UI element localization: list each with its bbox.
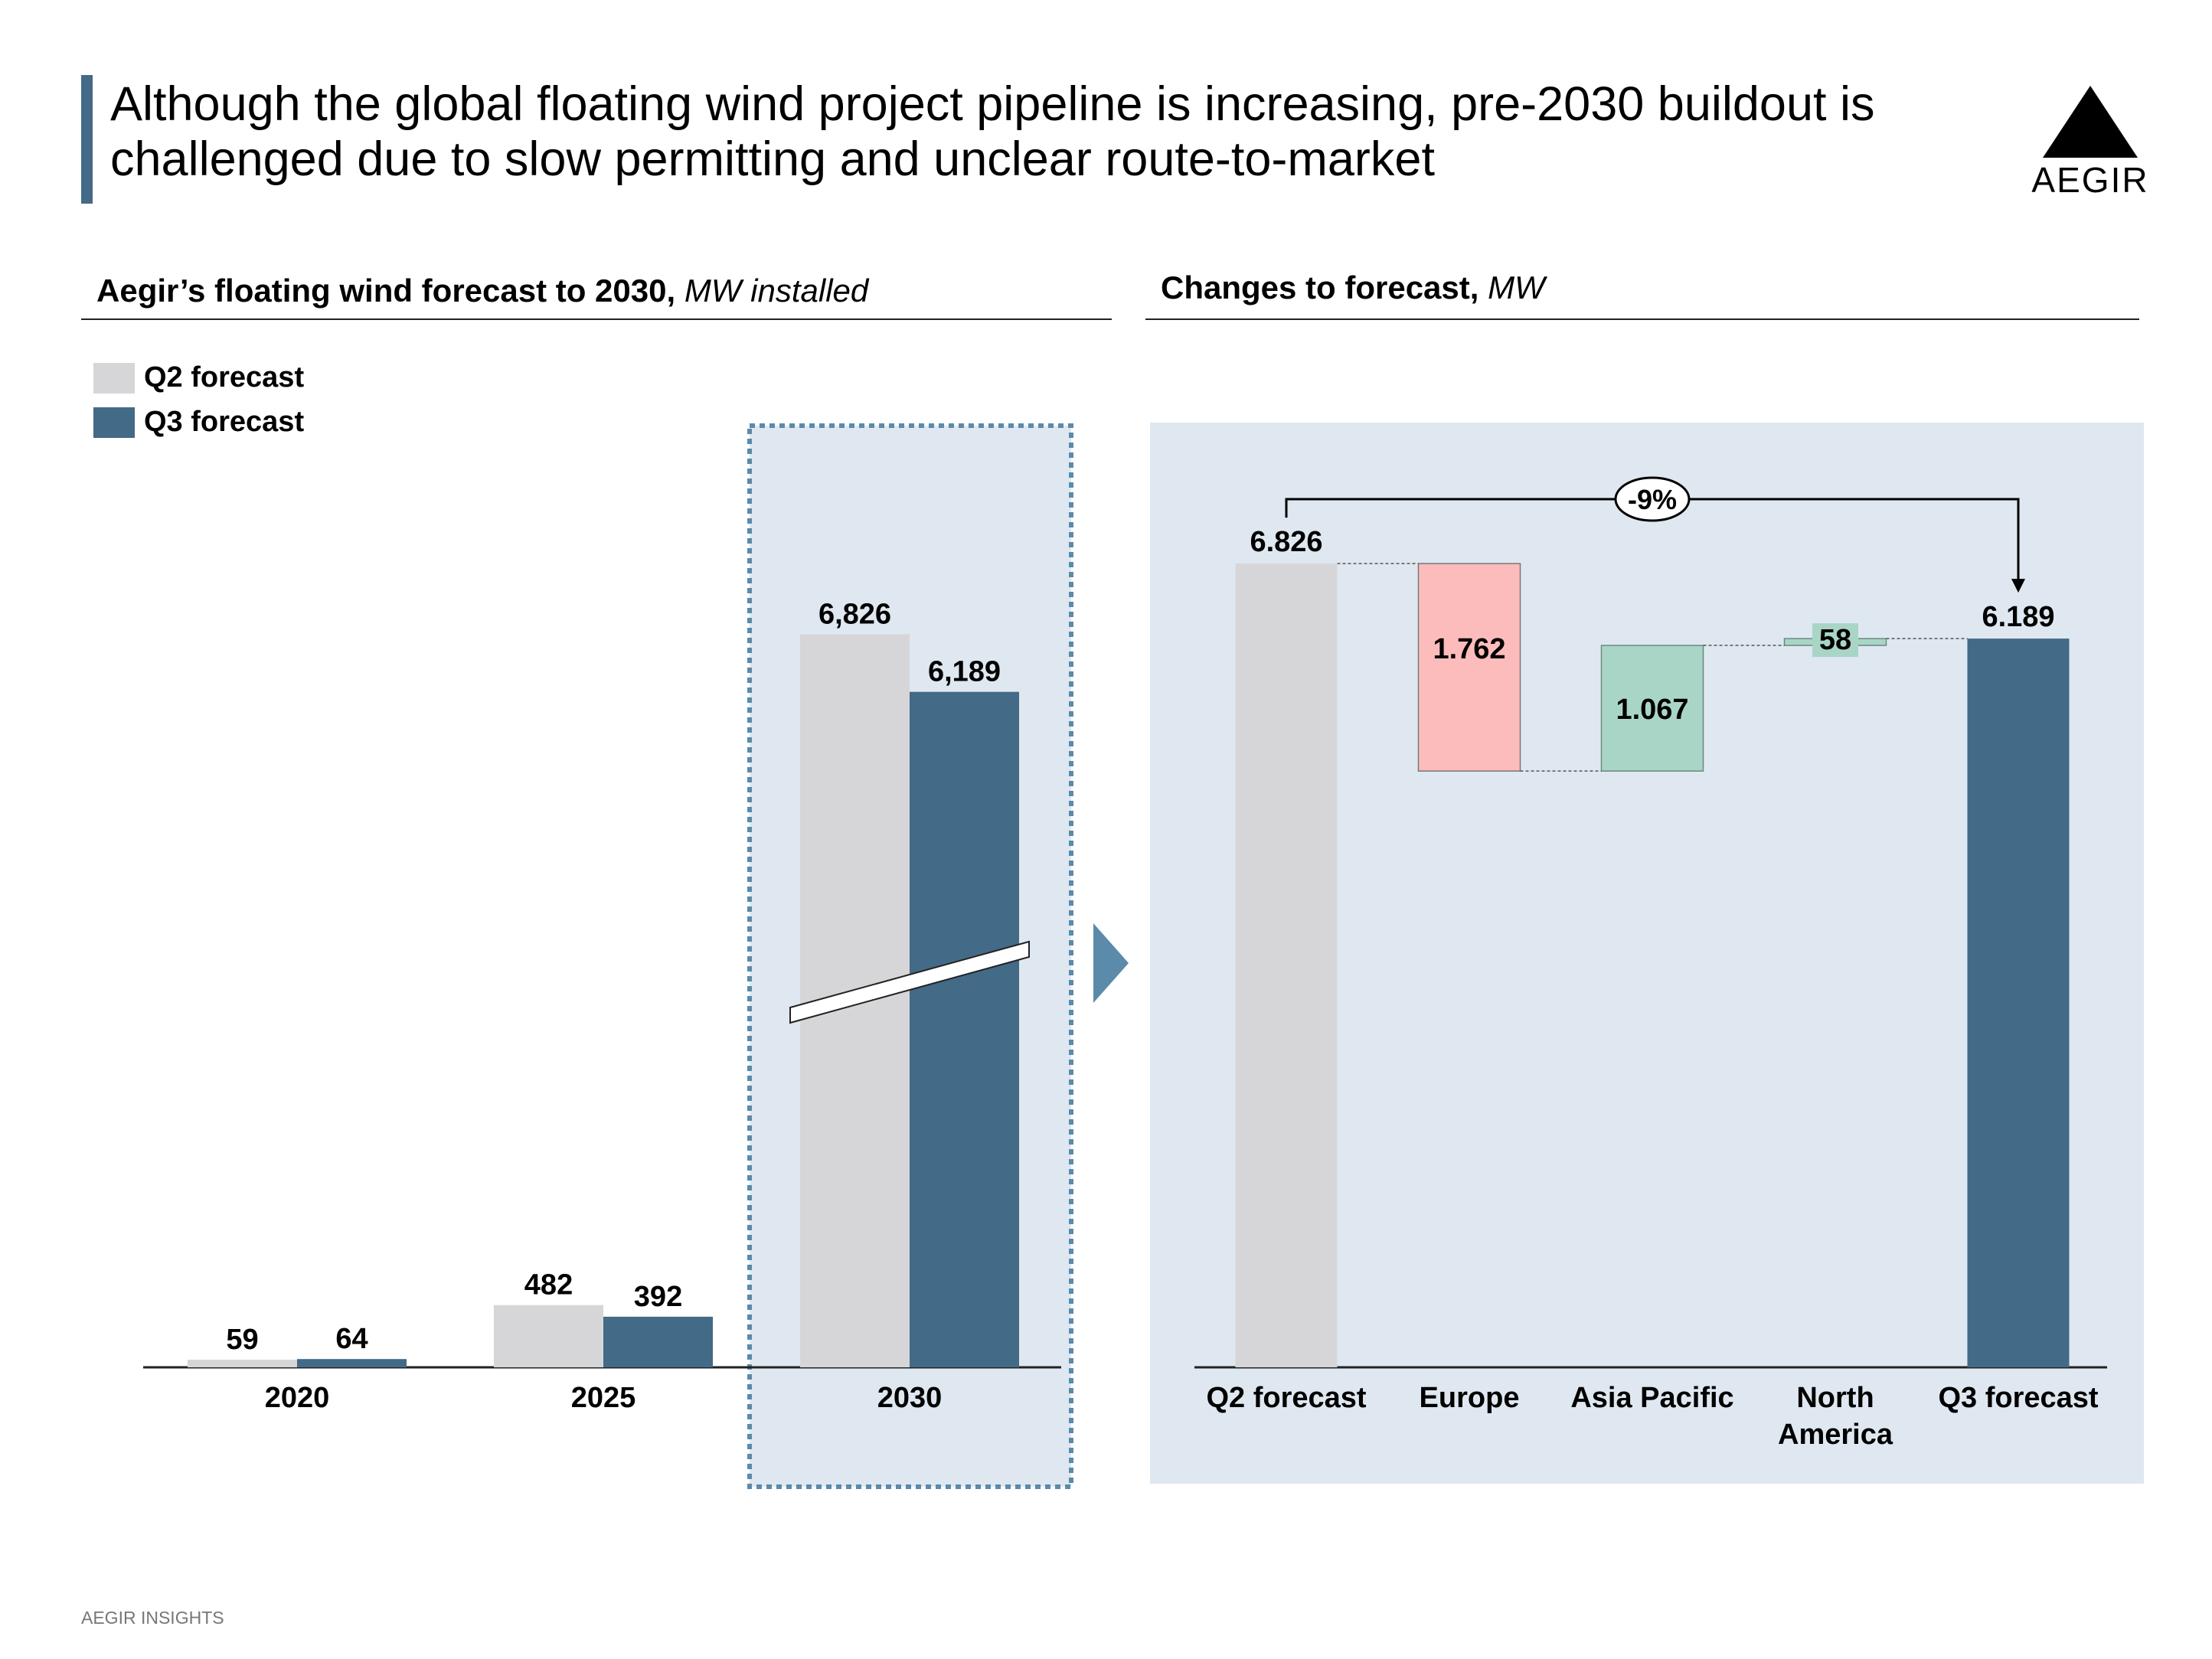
legend-item-q2: Q2 forecast — [93, 361, 304, 394]
waterfall-label-bg — [1812, 623, 1858, 658]
waterfall-category-label: Europe — [1420, 1382, 1520, 1414]
page-title: Although the global floating wind projec… — [110, 77, 1875, 186]
right-heading-rule — [1145, 318, 2139, 320]
left-heading-unit: MW installed — [684, 273, 869, 309]
right-heading-bold: Changes to forecast, — [1161, 269, 1479, 305]
bar-value-label: 392 — [634, 1281, 682, 1313]
legend-label-q2: Q2 forecast — [144, 361, 305, 394]
waterfall-value-label: 6.189 — [1982, 601, 2054, 633]
waterfall-category-label: Asia Pacific — [1570, 1382, 1733, 1414]
bar-2020-q3 — [297, 1359, 407, 1367]
bar-value-label: 6,189 — [928, 656, 1001, 688]
logo-text: AEGIR — [2031, 160, 2149, 200]
waterfall-category-label: Q3 forecast — [1938, 1382, 2098, 1414]
bar-value-label: 64 — [335, 1323, 368, 1355]
legend-label-q3: Q3 forecast — [144, 406, 305, 438]
right-heading-unit: MW — [1488, 269, 1545, 305]
title-accent-bar — [81, 75, 93, 204]
bar-category-label: 2020 — [265, 1382, 330, 1414]
change-badge — [1614, 476, 1691, 522]
change-badge-label: -9% — [1628, 484, 1677, 515]
left-panel-heading: Aegir’s floating wind forecast to 2030, … — [96, 273, 868, 309]
waterfall-category-label: America — [1778, 1419, 1893, 1451]
right-panel-heading: Changes to forecast, MW — [1161, 269, 1545, 306]
bar-2030-q3 — [910, 691, 1019, 1367]
waterfall-value-label: 1.067 — [1616, 694, 1688, 726]
footer-text: AEGIR INSIGHTS — [81, 1608, 224, 1628]
waterfall-bar-q2-forecast — [1235, 563, 1338, 1368]
waterfall-value-label: 58 — [1819, 624, 1851, 656]
bar-category-label: 2025 — [571, 1382, 636, 1414]
bar-category-label: 2030 — [877, 1382, 943, 1414]
legend-swatch-q3 — [93, 407, 135, 438]
waterfall-category-label: North — [1796, 1382, 1874, 1414]
transition-arrow-icon — [1093, 923, 1129, 1003]
bar-value-label: 6,826 — [818, 599, 891, 631]
left-heading-rule — [81, 318, 1112, 320]
legend-item-q3: Q3 forecast — [93, 406, 304, 439]
axis-break-mark — [789, 940, 1030, 1024]
triangle-logo-icon — [2043, 86, 2138, 158]
bar-2025-q2 — [494, 1305, 603, 1367]
waterfall-bar-europe — [1417, 563, 1521, 772]
waterfall-bar-asia-pacific — [1600, 645, 1704, 772]
waterfall-chart: 6.826 Q2 forecast 1.762 Europe 1.067 Asia Pac… — [1194, 476, 2107, 1451]
waterfall-value-label: 6.826 — [1250, 526, 1322, 558]
bar-2025-q3 — [603, 1316, 713, 1367]
bar-value-label: 482 — [524, 1269, 573, 1301]
legend-swatch-q2 — [93, 362, 135, 394]
arrow-down-icon — [2011, 579, 2025, 593]
waterfall-value-label: 1.762 — [1433, 633, 1505, 665]
bar-2020-q2 — [188, 1360, 297, 1367]
waterfall-bar-q3-forecast — [1967, 638, 2070, 1367]
left-heading-bold: Aegir’s floating wind forecast to 2030, — [96, 273, 676, 309]
waterfall-category-label: Q2 forecast — [1206, 1382, 1366, 1414]
bar-value-label: 59 — [226, 1324, 258, 1356]
